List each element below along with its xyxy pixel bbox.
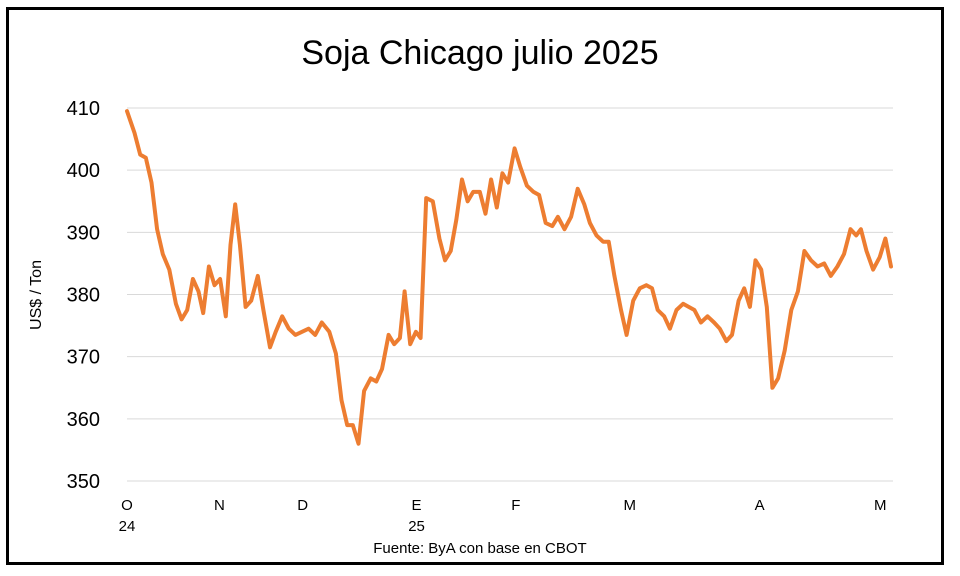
y-axis-label: US$ / Ton — [28, 260, 45, 330]
y-tick-label: 370 — [67, 347, 100, 369]
y-tick-label: 360 — [67, 409, 100, 431]
x-tick-labels: O 24 N D E 25 F M A M — [119, 497, 887, 535]
x-tick-sublabel: 24 — [119, 518, 136, 535]
x-tick-label: N — [214, 497, 225, 514]
x-tick-label: E — [412, 497, 422, 514]
x-tick-sublabel: 25 — [408, 518, 425, 535]
x-tick-label: M — [874, 497, 887, 514]
y-tick-label: 400 — [67, 160, 100, 182]
series-line — [125, 109, 893, 446]
x-tick-label: D — [297, 497, 308, 514]
x-tick-label: F — [511, 497, 520, 514]
y-tick-label: 380 — [67, 285, 100, 307]
x-tick-label: O — [121, 497, 133, 514]
x-tick-label: M — [623, 497, 636, 514]
y-tick-label: 350 — [67, 471, 100, 493]
y-tick-label: 390 — [67, 222, 100, 244]
chart-frame — [6, 7, 944, 565]
source-note: Fuente: ByA con base en CBOT — [373, 540, 587, 557]
y-tick-label: 410 — [67, 98, 100, 120]
y-tick-labels: 350 360 370 380 390 400 410 — [67, 98, 100, 493]
x-tick-label: A — [755, 497, 765, 514]
chart-title: Soja Chicago julio 2025 — [301, 34, 659, 72]
